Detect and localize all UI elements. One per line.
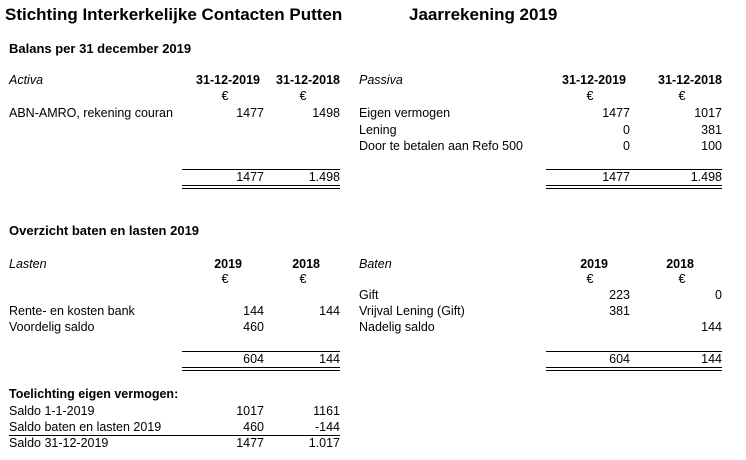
- baten-total-2018: 144: [701, 352, 722, 366]
- lasten-col2-header: 2018: [292, 257, 320, 271]
- baten-total-top-rule: [546, 351, 722, 352]
- baten-row-label: Vrijval Lening (Gift): [359, 304, 465, 318]
- activa-heading: Activa: [9, 73, 44, 87]
- baten-total-bottom-rule-1: [546, 367, 722, 368]
- lasten-row-value-2018: 144: [319, 304, 340, 318]
- activa-currency-col2: €: [299, 89, 307, 103]
- lasten-currency-col1: €: [221, 272, 229, 286]
- passiva-total-bottom-rule-2: [546, 188, 722, 189]
- passiva-row-value-2019: 0: [623, 123, 630, 137]
- passiva-total-bottom-rule-1: [546, 185, 722, 186]
- baten-row-label: Nadelig saldo: [359, 320, 435, 334]
- passiva-total-top-rule: [546, 169, 722, 170]
- notes-row-label: Saldo 1-1-2019: [9, 404, 95, 418]
- lasten-row-label: Voordelig saldo: [9, 320, 95, 334]
- passiva-heading: Passiva: [359, 73, 403, 87]
- organization-title: Stichting Interkerkelijke Contacten Putt…: [5, 5, 343, 24]
- income-title: Overzicht baten en lasten 2019: [9, 223, 200, 238]
- passiva-col1-header: 31-12-2019: [562, 73, 626, 87]
- baten-heading: Baten: [359, 257, 392, 271]
- passiva-row-value-2019: 0: [623, 139, 630, 153]
- baten-currency-col2: €: [678, 272, 686, 286]
- baten-total-bottom-rule-2: [546, 370, 722, 371]
- activa-row-value-2019: 1477: [236, 106, 264, 120]
- notes-row-label: Saldo 31-12-2019: [9, 436, 109, 450]
- activa-total-bottom-rule-2: [182, 188, 340, 189]
- baten-row-value-2018: 0: [715, 288, 722, 302]
- activa-total-bottom-rule-1: [182, 185, 340, 186]
- activa-total-2018: 1.498: [308, 170, 340, 184]
- activa-row-label: ABN-AMRO, rekening couran: [9, 106, 173, 120]
- notes-row-value-2019: 1477: [236, 436, 264, 450]
- passiva-col2-header: 31-12-2018: [658, 73, 722, 87]
- baten-col2-header: 2018: [666, 257, 694, 271]
- lasten-total-top-rule: [182, 351, 340, 352]
- lasten-heading: Lasten: [9, 257, 47, 271]
- activa-col2-header: 31-12-2018: [276, 73, 340, 87]
- notes-row-value-2018: 1.017: [308, 436, 340, 450]
- notes-row-value-2019: 460: [243, 420, 264, 434]
- activa-total-top-rule: [182, 169, 340, 170]
- lasten-row-value-2019: 144: [243, 304, 264, 318]
- passiva-row-label: Door te betalen aan Refo 500: [359, 139, 524, 153]
- passiva-currency-col1: €: [586, 89, 594, 103]
- baten-row-value-2018: 144: [701, 320, 722, 334]
- passiva-row-value-2018: 1017: [694, 106, 722, 120]
- notes-row-value-2018: -144: [314, 420, 340, 434]
- baten-currency-col1: €: [586, 272, 594, 286]
- baten-total-2019: 604: [609, 352, 630, 366]
- activa-currency-col1: €: [221, 89, 229, 103]
- lasten-total-2018: 144: [319, 352, 340, 366]
- passiva-row-value-2018: 381: [701, 123, 722, 137]
- activa-col1-header: 31-12-2019: [196, 73, 260, 87]
- activa-row-value-2018: 1498: [312, 106, 340, 120]
- baten-row-value-2019: 223: [609, 288, 630, 302]
- passiva-row-value-2018: 100: [701, 139, 722, 153]
- lasten-total-bottom-rule-1: [182, 367, 340, 368]
- balance-title: Balans per 31 december 2019: [9, 41, 192, 56]
- notes-title: Toelichting eigen vermogen:: [9, 387, 179, 401]
- lasten-total-2019: 604: [243, 352, 264, 366]
- passiva-row-value-2019: 1477: [602, 106, 630, 120]
- lasten-currency-col2: €: [299, 272, 307, 286]
- activa-total-2019: 1477: [236, 170, 264, 184]
- passiva-total-2018: 1.498: [690, 170, 722, 184]
- notes-sum-rule: [9, 435, 340, 436]
- baten-col1-header: 2019: [580, 257, 608, 271]
- report-title: Jaarrekening 2019: [409, 5, 558, 24]
- lasten-total-bottom-rule-2: [182, 370, 340, 371]
- notes-row-label: Saldo baten en lasten 2019: [9, 420, 162, 434]
- baten-row-label: Gift: [359, 288, 379, 302]
- passiva-row-label: Eigen vermogen: [359, 106, 451, 120]
- passiva-row-label: Lening: [359, 123, 397, 137]
- passiva-currency-col2: €: [678, 89, 686, 103]
- lasten-col1-header: 2019: [214, 257, 242, 271]
- notes-row-value-2018: 1161: [313, 404, 340, 418]
- baten-row-value-2019: 381: [609, 304, 630, 318]
- passiva-total-2019: 1477: [602, 170, 630, 184]
- notes-row-value-2019: 1017: [236, 404, 264, 418]
- lasten-row-value-2019: 460: [243, 320, 264, 334]
- lasten-row-label: Rente- en kosten bank: [9, 304, 135, 318]
